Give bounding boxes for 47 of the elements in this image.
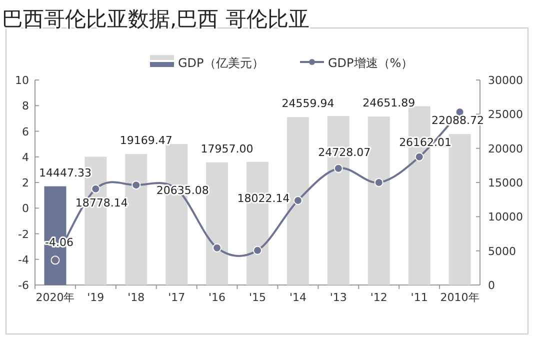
y-tick-label: 4	[22, 150, 29, 164]
y2-tick-label: 20000	[488, 142, 523, 156]
data-label: 14447.33	[38, 166, 92, 180]
x-tick-label: '16	[208, 291, 226, 304]
legend-label: GDP增速（%）	[328, 56, 414, 70]
x-tick-label: '14	[289, 291, 306, 304]
point	[293, 196, 302, 205]
y-tick-label: 0	[22, 202, 29, 216]
y2-tick-label: 30000	[488, 74, 523, 87]
chart-title: 巴西哥伦比亚数据,巴西 哥伦比亚	[2, 7, 310, 31]
y-tick-label: -2	[18, 228, 29, 241]
x-tick-label: 2010年	[440, 291, 480, 304]
y2-tick-label: 15000	[488, 176, 523, 190]
y-tick-label: 6	[22, 125, 29, 138]
y2-tick-label: 0	[488, 279, 495, 292]
point	[212, 243, 222, 252]
y-tick-label: 2	[22, 176, 29, 190]
data-label: 24559.94	[282, 97, 334, 110]
data-label: 19169.47	[120, 134, 172, 148]
data-label: 18022.14	[237, 192, 290, 205]
point	[334, 164, 343, 173]
x-tick-label: '15	[248, 291, 266, 304]
point	[50, 256, 60, 265]
x-tick-label: '19	[87, 291, 104, 304]
x-tick-label: 2020年	[36, 291, 75, 304]
y-tick-label: 10	[15, 74, 29, 87]
data-label: 24728.07	[318, 146, 371, 160]
x-tick-label: '13	[330, 291, 347, 304]
data-label: 24651.89	[362, 96, 416, 110]
y-tick-label: -4	[18, 253, 29, 266]
y-tick-label: 8	[22, 100, 29, 113]
x-tick-label: '12	[370, 291, 388, 304]
y2-tick-label: 10000	[488, 210, 523, 224]
data-label: 17957.00	[200, 142, 254, 156]
y2-tick-label: 5000	[488, 244, 516, 258]
legend-label: GDP（亿美元）	[178, 56, 264, 70]
bar	[448, 134, 471, 285]
x-tick-label: '18	[128, 291, 145, 304]
y2-tick-label: 25000	[488, 108, 523, 122]
point	[374, 178, 384, 187]
point	[91, 184, 100, 194]
x-tick-label: '11	[410, 291, 428, 304]
point	[253, 246, 262, 255]
point	[414, 152, 424, 162]
y-tick-label: -6	[18, 279, 29, 292]
point	[132, 180, 141, 190]
x-tick-label: '17	[168, 291, 186, 304]
